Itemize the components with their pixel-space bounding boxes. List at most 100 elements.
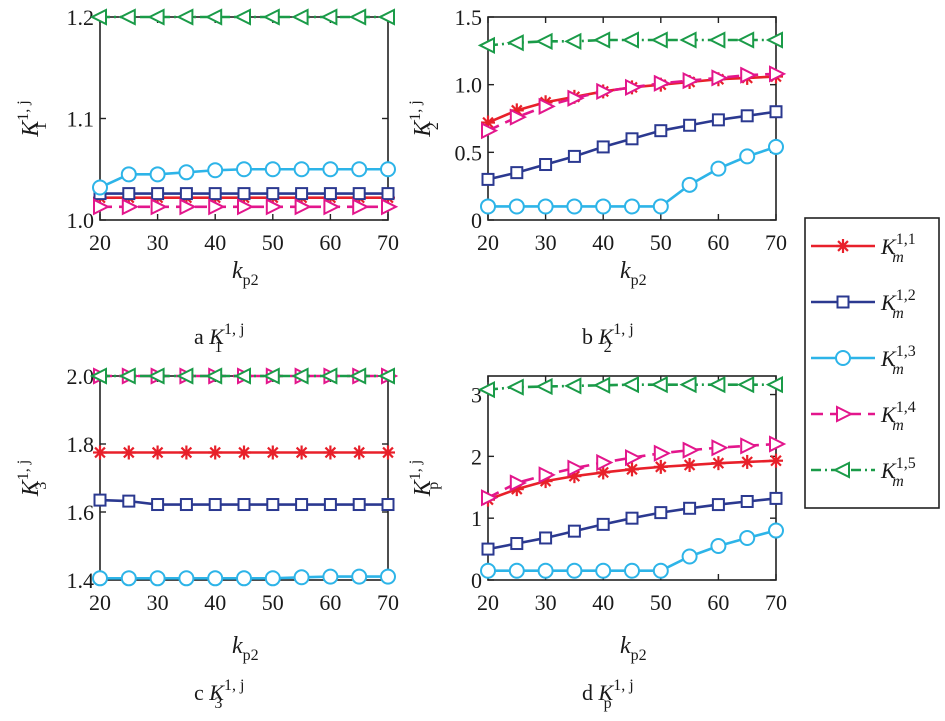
data-point-m5 <box>650 376 668 394</box>
x-axis-label: kp2 <box>232 258 259 289</box>
y-axis-label: K1, jp <box>407 460 442 497</box>
data-point-m5 <box>320 367 338 385</box>
data-point-m4 <box>208 198 226 216</box>
data-point-m4 <box>509 474 528 492</box>
x-tick-label: 50 <box>262 590 284 615</box>
data-point-m3 <box>264 570 281 587</box>
data-point-m3 <box>595 562 612 579</box>
legend-label-m1: K1,1 m <box>880 231 916 266</box>
data-point-m2 <box>179 498 193 512</box>
data-point-m2 <box>208 187 222 201</box>
y-tick-label: 1.6 <box>67 500 95 525</box>
data-point-m4 <box>121 198 140 216</box>
data-point-m1 <box>121 445 136 460</box>
data-point-m1 <box>179 445 194 460</box>
x-tick-label: 40 <box>592 590 614 615</box>
y-tick-label: 0 <box>471 568 482 593</box>
x-tick-label: 30 <box>535 230 557 255</box>
data-point-m5 <box>708 376 726 394</box>
data-point-m3 <box>236 161 252 178</box>
data-point-m5 <box>176 8 194 26</box>
x-tick-label: 40 <box>204 230 226 255</box>
data-point-m2 <box>567 524 581 538</box>
data-point-m4 <box>93 198 111 216</box>
data-point-m2 <box>381 187 395 201</box>
data-point-m5 <box>592 376 611 394</box>
data-point-m2 <box>151 498 165 512</box>
y-tick-label: 1.5 <box>455 5 483 30</box>
data-point-m5 <box>233 8 251 26</box>
data-point-m5 <box>89 8 107 26</box>
y-axis-label: K1, j2 <box>407 100 442 137</box>
data-point-m2 <box>654 124 668 138</box>
svg-text:K1, jp: K1, jp <box>407 460 442 497</box>
x-tick-label: 20 <box>477 590 499 615</box>
data-point-m5 <box>291 367 309 385</box>
y-axis-label: K1, j1 <box>15 100 50 137</box>
data-point-m3 <box>768 522 784 539</box>
svg-text:K1, j3: K1, j3 <box>15 460 50 497</box>
data-point-m2 <box>266 498 280 512</box>
data-point-m4 <box>265 198 284 216</box>
data-point-m3 <box>207 570 224 587</box>
data-point-m2 <box>179 187 193 201</box>
data-point-m1 <box>208 445 223 460</box>
data-point-m1 <box>682 458 697 473</box>
data-point-m3 <box>595 198 612 215</box>
data-point-m3 <box>322 161 339 178</box>
data-point-m1 <box>294 445 309 460</box>
data-point-m4 <box>769 435 787 453</box>
legend-marker-m2 <box>836 295 850 309</box>
data-point-m5 <box>176 367 194 385</box>
data-point-m5 <box>679 376 697 394</box>
x-tick-label: 30 <box>147 590 169 615</box>
data-point-m4 <box>653 444 672 462</box>
legend-marker-m4 <box>836 405 854 423</box>
data-point-m2 <box>625 132 639 146</box>
data-point-m1 <box>265 445 280 460</box>
svg-text:K1, j1: K1, j1 <box>15 100 50 137</box>
data-point-m3 <box>652 198 669 215</box>
data-point-m5 <box>118 8 136 26</box>
data-point-m2 <box>323 498 337 512</box>
data-point-m1 <box>625 462 639 477</box>
x-tick-label: 40 <box>204 590 226 615</box>
x-tick-label: 40 <box>592 230 614 255</box>
data-point-m4 <box>567 89 585 107</box>
data-point-m3 <box>149 570 166 587</box>
data-point-m4 <box>352 198 370 216</box>
data-point-m4 <box>682 71 700 90</box>
data-point-m4 <box>538 466 556 484</box>
data-point-m3 <box>380 161 396 178</box>
data-point-m5 <box>535 377 553 396</box>
data-point-m4 <box>294 198 312 216</box>
data-point-m2 <box>295 498 309 512</box>
data-point-m3 <box>322 568 339 585</box>
x-tick-label: 50 <box>650 590 672 615</box>
data-point-m3 <box>566 562 583 579</box>
data-point-m2 <box>683 118 697 132</box>
data-point-m2 <box>539 158 553 172</box>
data-point-m3 <box>537 198 554 215</box>
data-point-m5 <box>736 31 755 49</box>
series-line-m3 <box>488 145 777 208</box>
data-point-m1 <box>711 456 726 471</box>
x-tick-label: 30 <box>535 590 557 615</box>
data-point-m2 <box>539 531 553 545</box>
data-point-m3 <box>566 198 583 215</box>
data-point-m2 <box>481 172 495 186</box>
x-tick-label: 20 <box>89 590 111 615</box>
data-point-m2 <box>769 105 783 119</box>
data-point-m5 <box>233 367 251 385</box>
data-point-m4 <box>596 82 614 101</box>
data-point-m2 <box>740 109 754 123</box>
data-point-m4 <box>596 453 614 472</box>
x-tick-label: 20 <box>477 230 499 255</box>
data-point-m5 <box>679 31 697 49</box>
data-point-m2 <box>93 493 107 507</box>
svg-text:K1, j2: K1, j2 <box>407 100 442 137</box>
data-point-m5 <box>736 376 755 394</box>
series-line-m4 <box>487 72 777 132</box>
data-point-m5 <box>377 8 395 26</box>
